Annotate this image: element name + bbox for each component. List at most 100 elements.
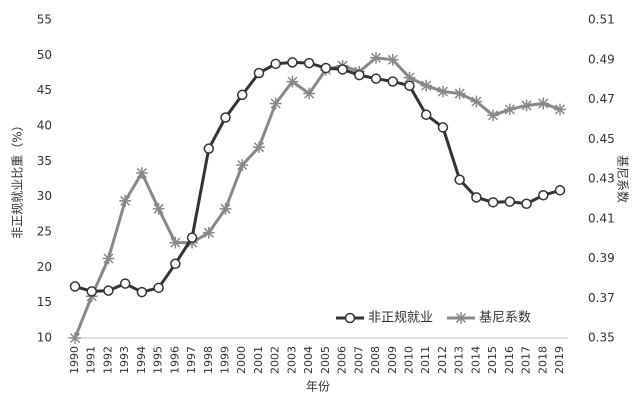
- point: [537, 97, 550, 110]
- x-tick-label: 2009: [386, 346, 399, 374]
- x-tick-label: 2001: [252, 346, 265, 374]
- x-tick-label: 2005: [319, 346, 332, 374]
- point: [102, 252, 115, 265]
- point: [69, 332, 81, 344]
- y-tick-label: 30: [37, 189, 52, 203]
- x-axis-title: 年份: [306, 380, 330, 394]
- point: [470, 95, 483, 108]
- y2-tick-label: 0.37: [588, 291, 615, 305]
- point: [386, 53, 399, 66]
- x-tick-label: 2019: [553, 346, 566, 374]
- x-tick-label: 1998: [202, 346, 215, 374]
- point: [253, 67, 265, 79]
- y-tick-label: 20: [37, 260, 52, 274]
- x-tick-label: 1993: [118, 346, 131, 374]
- point: [487, 197, 499, 208]
- x-tick-label: 2013: [453, 346, 466, 374]
- point: [136, 167, 148, 179]
- x-tick-label: 1990: [68, 346, 81, 374]
- x-tick-label: 1991: [85, 346, 98, 374]
- y-tick-label: 35: [37, 154, 52, 168]
- x-tick-label: 2008: [369, 346, 382, 374]
- point: [219, 202, 232, 215]
- point: [420, 79, 433, 92]
- x-tick-label: 1999: [219, 346, 232, 374]
- point: [404, 80, 415, 91]
- x-tick-label: 1997: [185, 346, 198, 374]
- point: [454, 174, 465, 185]
- point: [471, 192, 482, 203]
- point: [153, 282, 164, 294]
- point: [86, 286, 97, 297]
- point: [370, 51, 382, 64]
- x-tick-label: 2015: [486, 346, 499, 374]
- y2-axis-title: 基尼系数: [616, 155, 631, 203]
- point: [119, 195, 132, 207]
- x-tick-label: 2010: [402, 346, 415, 374]
- x-tick-label: 1996: [168, 346, 181, 374]
- x-tick-label: 2014: [469, 346, 482, 374]
- point: [437, 122, 449, 133]
- y-tick-label: 15: [37, 295, 52, 309]
- point: [503, 103, 516, 116]
- series-line: [73, 56, 561, 339]
- point: [337, 64, 348, 75]
- point: [286, 75, 299, 88]
- y-tick-label: 55: [37, 13, 52, 27]
- y2-tick-label: 0.51: [588, 13, 615, 27]
- point: [420, 109, 432, 120]
- y2-tick-label: 0.41: [588, 211, 615, 225]
- point: [521, 198, 532, 209]
- series-line: [74, 60, 561, 294]
- point: [370, 73, 382, 84]
- point: [236, 89, 248, 101]
- x-tick-label: 2011: [419, 346, 432, 374]
- y-tick-label: 40: [37, 119, 52, 133]
- point: [169, 236, 182, 249]
- x-tick-label: 2016: [503, 346, 516, 374]
- point: [487, 109, 499, 122]
- y-tick-label: 50: [37, 48, 52, 62]
- point: [453, 87, 466, 100]
- point: [554, 103, 566, 116]
- point: [437, 85, 449, 98]
- legend-label: 基尼系数: [479, 311, 531, 326]
- point: [504, 196, 516, 207]
- x-tick-label: 1992: [101, 346, 114, 374]
- x-tick-label: 2002: [269, 346, 282, 374]
- x-tick-label: 1995: [152, 346, 165, 374]
- y2-tick-label: 0.43: [588, 172, 615, 186]
- point: [103, 285, 114, 296]
- y-axis-title: 非正规就业比重（%）: [10, 119, 25, 238]
- x-tick-label: 2006: [336, 346, 349, 374]
- point: [320, 62, 332, 74]
- x-tick-label: 2004: [302, 346, 315, 374]
- x-tick-label: 2007: [352, 346, 365, 374]
- point: [303, 57, 315, 69]
- point: [203, 143, 215, 154]
- point: [69, 281, 81, 292]
- x-tick-label: 2012: [436, 346, 449, 374]
- point: [403, 71, 416, 84]
- point: [119, 278, 131, 289]
- x-tick-label: 1994: [135, 346, 148, 374]
- y2-tick-label: 0.39: [588, 251, 615, 265]
- y-tick-label: 10: [37, 331, 52, 345]
- point: [270, 58, 281, 70]
- point: [170, 258, 181, 270]
- y-tick-label: 45: [37, 83, 52, 97]
- point: [152, 202, 165, 215]
- x-tick-label: 2017: [520, 346, 533, 374]
- point: [520, 99, 533, 112]
- point: [269, 97, 282, 110]
- legend-label: 非正规就业: [368, 311, 433, 326]
- point: [538, 190, 549, 201]
- point: [202, 226, 215, 239]
- point: [236, 159, 249, 171]
- x-tick-label: 2018: [536, 346, 549, 374]
- y2-tick-label: 0.49: [588, 52, 615, 66]
- y2-tick-label: 0.35: [588, 331, 615, 345]
- point: [287, 57, 298, 68]
- x-tick-label: 2003: [285, 346, 298, 374]
